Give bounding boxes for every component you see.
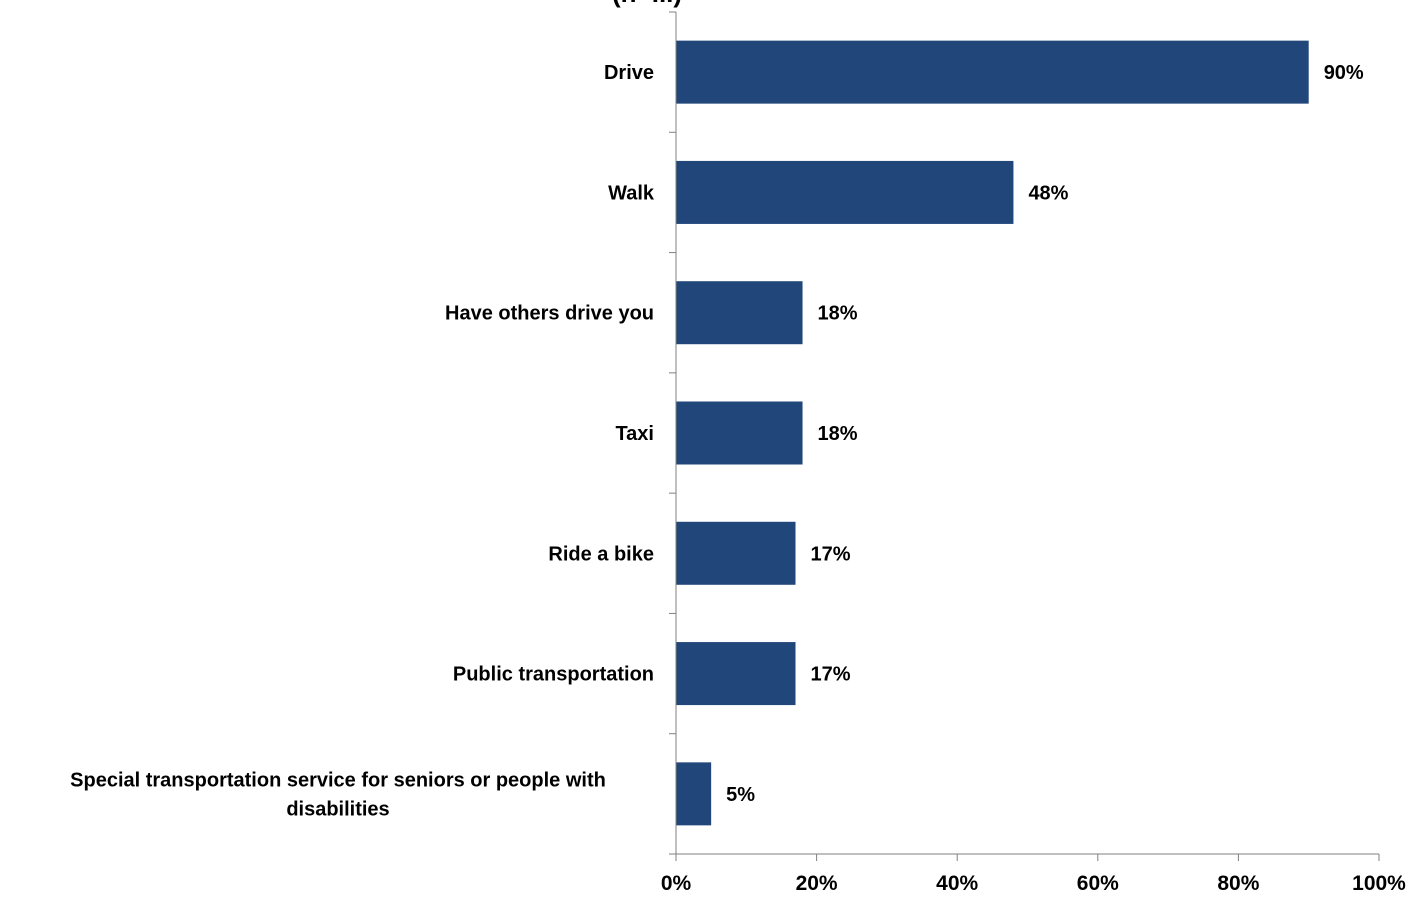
value-label: 18% bbox=[818, 423, 858, 445]
value-label: 5% bbox=[726, 784, 755, 806]
category-label: disabilities bbox=[286, 798, 389, 820]
bar bbox=[676, 160, 1014, 224]
bar bbox=[676, 521, 796, 585]
x-tick-label: 20% bbox=[796, 872, 838, 895]
category-label: Public transportation bbox=[453, 664, 654, 686]
category-label: Drive bbox=[604, 62, 654, 84]
chart-title-fragment: (n=...) bbox=[612, 0, 682, 9]
category-label: Ride a bike bbox=[548, 543, 654, 565]
bar bbox=[676, 642, 796, 706]
value-label: 90% bbox=[1324, 62, 1364, 84]
category-label: Special transportation service for senio… bbox=[70, 769, 606, 791]
value-label: 48% bbox=[1028, 182, 1068, 204]
bar bbox=[676, 762, 712, 826]
x-tick-label: 60% bbox=[1077, 872, 1119, 895]
value-label: 17% bbox=[811, 664, 851, 686]
value-label: 17% bbox=[811, 543, 851, 565]
bar bbox=[676, 281, 803, 345]
x-tick-label: 40% bbox=[936, 872, 978, 895]
category-label: Taxi bbox=[615, 423, 654, 445]
x-tick-label: 80% bbox=[1217, 872, 1259, 895]
category-label: Have others drive you bbox=[445, 303, 654, 325]
category-label: Walk bbox=[608, 182, 655, 204]
x-tick-label: 0% bbox=[661, 872, 692, 895]
value-label: 18% bbox=[818, 303, 858, 325]
bar bbox=[676, 40, 1309, 104]
x-tick-label: 100% bbox=[1352, 872, 1406, 895]
bar bbox=[676, 401, 803, 465]
